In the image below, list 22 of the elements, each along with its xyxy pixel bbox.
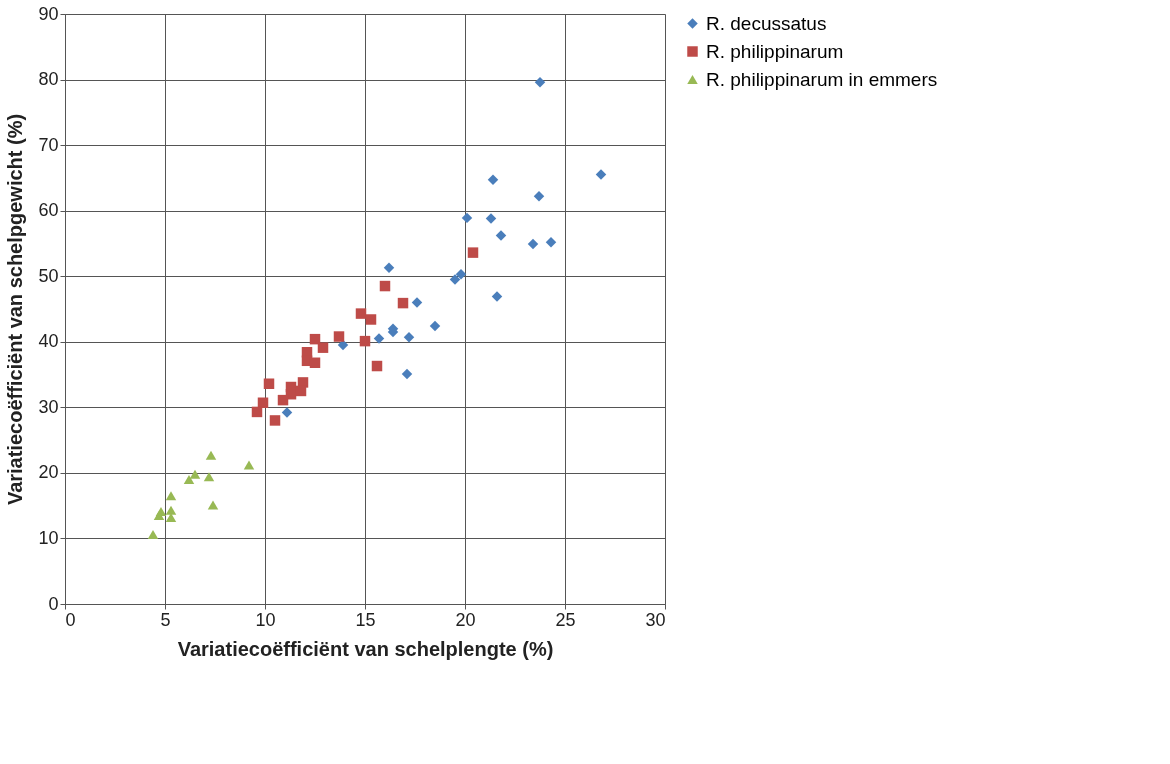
y-tick-label: 0: [48, 593, 59, 614]
y-tick-label: 60: [38, 200, 59, 221]
x-tick-label: 10: [255, 609, 276, 630]
x-tick-label: 0: [65, 609, 76, 630]
y-tick-label: 70: [38, 134, 59, 155]
x-tick-label: 25: [555, 609, 576, 630]
legend-label: R. decussatus: [706, 12, 827, 34]
y-tick-label: 50: [38, 265, 59, 286]
legend-label: R. philippinarum: [706, 40, 844, 62]
y-tick-label: 30: [38, 396, 59, 417]
legend-label: R. philippinarum in emmers: [706, 68, 938, 90]
x-tick-label: 30: [645, 609, 666, 630]
y-tick-label: 80: [38, 69, 59, 90]
y-tick-label: 90: [38, 3, 59, 24]
y-axis-title: Variatiecoëfficiënt van schelpgewicht (%): [4, 113, 27, 506]
x-axis-title: Variatiecoëfficiënt van schelplengte (%): [177, 637, 554, 660]
y-tick-label: 20: [38, 462, 59, 483]
y-tick-label: 40: [38, 331, 59, 352]
x-tick-label: 20: [455, 609, 476, 630]
y-tick-label: 10: [38, 527, 59, 548]
x-tick-label: 15: [355, 609, 376, 630]
x-tick-label: 5: [160, 609, 171, 630]
